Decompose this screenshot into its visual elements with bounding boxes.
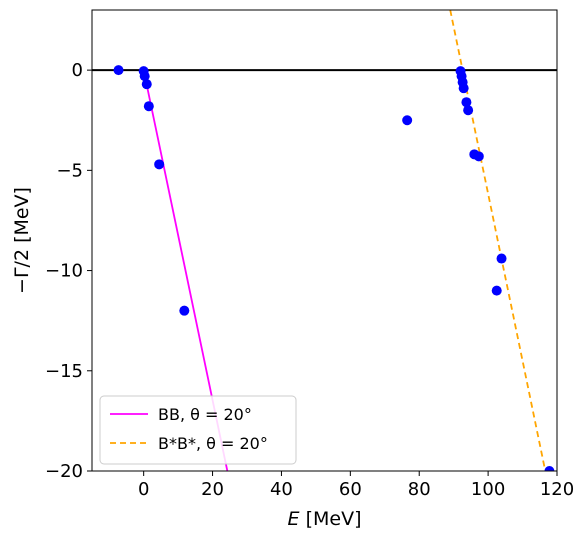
x-tick-label: 80	[408, 479, 431, 500]
data-point	[496, 253, 507, 264]
y-tick-label: −10	[45, 261, 83, 282]
x-tick-label: 60	[339, 479, 362, 500]
data-point	[143, 101, 154, 112]
legend-box	[99, 395, 297, 465]
legend-label-bb: BB, θ = 20°	[158, 405, 252, 424]
y-tick-label: 0	[72, 60, 83, 81]
data-point	[113, 65, 124, 76]
y-axis-label: −Γ/2 [MeV]	[11, 187, 33, 294]
x-tick-label: 40	[270, 479, 293, 500]
data-point	[154, 159, 165, 170]
x-tick-label: 100	[471, 479, 505, 500]
y-tick-label: −15	[45, 361, 83, 382]
data-point	[463, 105, 474, 116]
legend: BB, θ = 20° B*B*, θ = 20°	[99, 395, 297, 465]
x-tick-label: 120	[540, 479, 574, 500]
legend-label-bsbs: B*B*, θ = 20°	[158, 434, 268, 453]
x-tick-label: 0	[138, 479, 149, 500]
series-line-bsbs	[449, 10, 547, 471]
x-axis-label: E [MeV]	[288, 508, 362, 530]
data-point	[544, 466, 555, 471]
data-point	[491, 285, 502, 296]
y-tick-label: −5	[56, 160, 83, 181]
data-point	[461, 97, 472, 108]
data-point	[179, 305, 190, 316]
data-point	[141, 79, 152, 90]
data-point	[402, 115, 413, 126]
data-point	[458, 83, 469, 94]
data-point	[139, 71, 150, 82]
x-tick-label: 20	[201, 479, 224, 500]
data-point	[473, 151, 484, 162]
plot-frame	[91, 9, 558, 472]
plot-area	[92, 10, 557, 471]
y-tick-label: −20	[45, 461, 83, 482]
